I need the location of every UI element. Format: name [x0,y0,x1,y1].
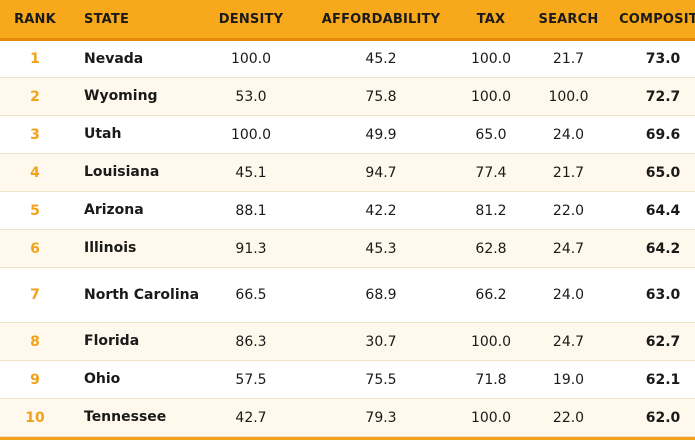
state-cell: Florida [70,322,202,361]
rank-cell: 8 [0,322,70,361]
header-affordability[interactable]: AFFORDABILITY [300,0,462,41]
affordability-cell: 45.2 [300,39,462,78]
density-cell: 45.1 [202,153,300,192]
affordability-cell: 79.3 [300,398,462,437]
affordability-cell: 45.3 [300,229,462,268]
search-cell: 19.0 [520,360,617,399]
table-header: RANK STATE DENSITY AFFORDABILITY TAX SEA… [0,0,695,41]
affordability-cell: 42.2 [300,191,462,230]
affordability-cell: 30.7 [300,322,462,361]
composite-cell: 72.7 [617,77,695,116]
affordability-cell: 75.8 [300,77,462,116]
affordability-cell: 94.7 [300,153,462,192]
header-tax[interactable]: TAX [462,0,520,41]
table-row: 4 Louisiana 45.1 94.7 77.4 21.7 65.0 [0,153,695,192]
table-row: 5 Arizona 88.1 42.2 81.2 22.0 64.4 [0,191,695,230]
density-cell: 100.0 [202,39,300,78]
search-cell: 24.7 [520,229,617,268]
density-cell: 53.0 [202,77,300,116]
search-cell: 24.0 [520,267,617,323]
density-cell: 88.1 [202,191,300,230]
table-row: 10 Tennessee 42.7 79.3 100.0 22.0 62.0 [0,398,695,437]
search-cell: 22.0 [520,191,617,230]
composite-cell: 69.6 [617,115,695,154]
composite-cell: 64.2 [617,229,695,268]
density-cell: 100.0 [202,115,300,154]
header-row: RANK STATE DENSITY AFFORDABILITY TAX SEA… [0,0,695,41]
tax-cell: 100.0 [462,39,520,78]
rank-cell: 6 [0,229,70,268]
state-cell: Ohio [70,360,202,399]
rank-cell: 4 [0,153,70,192]
affordability-cell: 75.5 [300,360,462,399]
header-density[interactable]: DENSITY [202,0,300,41]
search-cell: 21.7 [520,153,617,192]
table-row: 3 Utah 100.0 49.9 65.0 24.0 69.6 [0,115,695,154]
header-search[interactable]: SEARCH [520,0,617,41]
state-cell: Tennessee [70,398,202,437]
rank-cell: 1 [0,39,70,78]
composite-cell: 63.0 [617,267,695,323]
tax-cell: 100.0 [462,77,520,116]
affordability-cell: 68.9 [300,267,462,323]
density-cell: 42.7 [202,398,300,437]
rank-cell: 7 [0,267,70,323]
rank-cell: 3 [0,115,70,154]
rank-cell: 9 [0,360,70,399]
table-row: 1 Nevada 100.0 45.2 100.0 21.7 73.0 [0,39,695,78]
density-cell: 57.5 [202,360,300,399]
tax-cell: 62.8 [462,229,520,268]
state-cell: Louisiana [70,153,202,192]
table-row: 8 Florida 86.3 30.7 100.0 24.7 62.7 [0,322,695,361]
table-row: 2 Wyoming 53.0 75.8 100.0 100.0 72.7 [0,77,695,116]
state-cell: Illinois [70,229,202,268]
table-body: 1 Nevada 100.0 45.2 100.0 21.7 73.0 2 Wy… [0,39,695,437]
search-cell: 21.7 [520,39,617,78]
table-row: 7 North Carolina 66.5 68.9 66.2 24.0 63.… [0,267,695,323]
tax-cell: 77.4 [462,153,520,192]
header-rank[interactable]: RANK [0,0,70,41]
search-cell: 24.7 [520,322,617,361]
composite-cell: 64.4 [617,191,695,230]
tax-cell: 66.2 [462,267,520,323]
search-cell: 24.0 [520,115,617,154]
rank-cell: 5 [0,191,70,230]
search-cell: 22.0 [520,398,617,437]
density-cell: 86.3 [202,322,300,361]
density-cell: 91.3 [202,229,300,268]
header-state[interactable]: STATE [70,0,202,41]
rank-cell: 2 [0,77,70,116]
composite-cell: 62.1 [617,360,695,399]
composite-cell: 73.0 [617,39,695,78]
composite-cell: 65.0 [617,153,695,192]
rank-cell: 10 [0,398,70,437]
state-cell: Wyoming [70,77,202,116]
affordability-cell: 49.9 [300,115,462,154]
table-row: 6 Illinois 91.3 45.3 62.8 24.7 64.2 [0,229,695,268]
table-row: 9 Ohio 57.5 75.5 71.8 19.0 62.1 [0,360,695,399]
search-cell: 100.0 [520,77,617,116]
tax-cell: 65.0 [462,115,520,154]
tax-cell: 100.0 [462,398,520,437]
state-cell: Arizona [70,191,202,230]
state-cell: Nevada [70,39,202,78]
density-cell: 66.5 [202,267,300,323]
tax-cell: 71.8 [462,360,520,399]
composite-cell: 62.7 [617,322,695,361]
tax-cell: 81.2 [462,191,520,230]
state-cell: Utah [70,115,202,154]
composite-cell: 62.0 [617,398,695,437]
tax-cell: 100.0 [462,322,520,361]
header-composite[interactable]: COMPOSITE [617,0,695,41]
state-cell: North Carolina [70,267,202,323]
